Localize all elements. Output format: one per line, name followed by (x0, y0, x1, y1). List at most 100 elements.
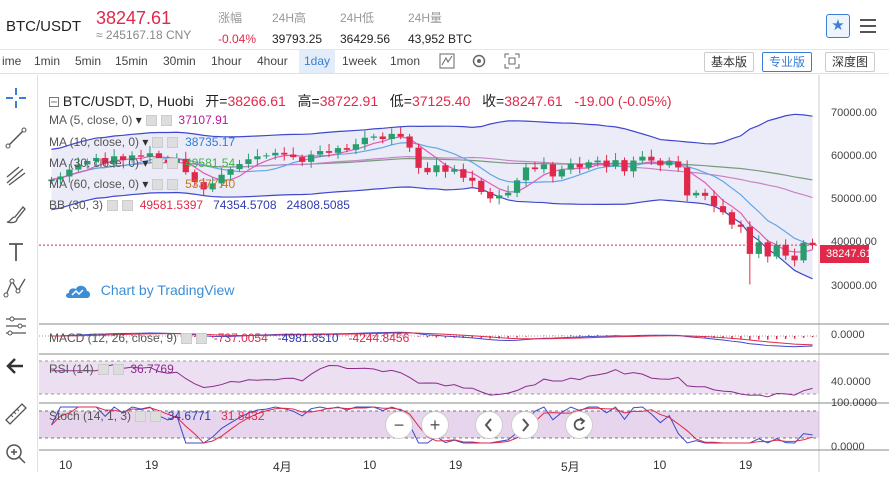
bollinger-band-fill (51, 114, 813, 279)
candle (585, 162, 592, 168)
zoom-in-button[interactable]: + (421, 411, 449, 439)
candle (209, 183, 216, 190)
candle (451, 169, 458, 172)
candle (137, 155, 145, 157)
stat-low: 24H低 36429.56 (340, 11, 391, 46)
zoom-out-button[interactable]: − (385, 411, 413, 439)
candle (710, 195, 718, 207)
candle (316, 151, 324, 155)
candle (809, 242, 816, 246)
candle (531, 167, 539, 170)
candle (737, 224, 745, 227)
interval-4hour[interactable]: 4hour (257, 54, 288, 68)
bollinger-lower-line (51, 186, 813, 280)
candle (146, 153, 154, 157)
candle (200, 182, 207, 190)
candle (487, 191, 494, 199)
candle (603, 160, 610, 167)
pattern-icon[interactable] (3, 275, 29, 301)
stoch-axis-top: 100.0000 (831, 397, 877, 409)
reset-chart-button[interactable] (565, 411, 593, 439)
candle (397, 133, 404, 137)
candle (245, 159, 252, 165)
collapse-icon[interactable] (49, 97, 59, 107)
candle (692, 192, 700, 196)
pitchfork-icon[interactable] (3, 163, 29, 189)
candle (361, 137, 368, 145)
scroll-right-button[interactable] (511, 411, 539, 439)
time-tick: 19 (739, 458, 753, 472)
scroll-left-button[interactable] (475, 411, 503, 439)
text-tool-icon[interactable] (3, 239, 29, 265)
rsi-legend: RSI (14) 36.7769 (49, 362, 174, 376)
crosshair-icon[interactable] (3, 85, 29, 111)
interval-1hour[interactable]: 1hour (211, 54, 242, 68)
candle (281, 152, 288, 155)
favorite-star-icon[interactable]: ★ (826, 14, 850, 38)
indicator-icon[interactable] (438, 53, 456, 71)
view-depth-button[interactable]: 深度图 (825, 52, 876, 72)
candle (800, 242, 807, 261)
zoom-controls: − + (385, 411, 629, 441)
zoom-in-icon[interactable] (3, 441, 29, 467)
candle (433, 165, 440, 173)
brush-icon[interactable] (3, 201, 29, 227)
time-tick: 19 (145, 458, 159, 472)
candle (522, 167, 530, 181)
time-tick: 10 (59, 458, 73, 472)
fullscreen-icon[interactable] (503, 53, 521, 71)
stat-volume: 24H量 43,952 BTC (408, 11, 473, 46)
menu-icon[interactable] (858, 15, 878, 37)
interval-15min[interactable]: 15min (115, 54, 148, 68)
candle (666, 161, 673, 166)
rsi-band (39, 361, 819, 394)
bollinger-upper-line (51, 113, 813, 150)
interval-1min[interactable]: 1min (34, 54, 61, 68)
interval-1mon[interactable]: 1mon (390, 54, 421, 68)
ruler-icon[interactable] (3, 401, 29, 427)
candle (415, 147, 422, 168)
time-tick: 19 (449, 458, 463, 472)
interval-1week[interactable]: 1week (342, 54, 377, 68)
view-pro-button[interactable]: 专业版 (762, 52, 813, 72)
prediction-icon[interactable] (3, 313, 29, 339)
back-arrow-icon[interactable] (3, 353, 29, 379)
candle (272, 152, 279, 156)
trendline-icon[interactable] (3, 125, 29, 151)
time-tick: 10 (363, 458, 377, 472)
candle (469, 177, 476, 181)
chart-area[interactable]: BTC/USDT, D, Huobi 开=38266.61 高=38722.91… (39, 75, 889, 474)
price-tick: 60000.00 (831, 150, 877, 162)
candle (684, 167, 691, 196)
time-tick: 4月 (273, 460, 292, 474)
candle (370, 136, 377, 138)
candle (675, 161, 682, 168)
interval-30min[interactable]: 30min (163, 54, 196, 68)
interval-time[interactable]: ime (2, 54, 22, 68)
candle (621, 160, 628, 172)
view-basic-button[interactable]: 基本版 (704, 52, 755, 72)
candle (728, 212, 736, 225)
drawing-toolbar (0, 75, 38, 472)
ma5-legend: MA (5, close, 0) ▾ 37107.91 (49, 113, 229, 127)
candle (504, 192, 512, 196)
candle (513, 180, 521, 193)
ma60-legend: MA (60, close, 0) ▾ 53377.40 (49, 177, 236, 191)
interval-1day[interactable]: 1day (299, 50, 336, 73)
price-tick: 40000.00 (831, 236, 877, 248)
candle (567, 164, 574, 170)
rsi-axis: 40.0000 (831, 376, 871, 388)
candle (218, 174, 225, 184)
candle (755, 242, 762, 254)
candle (424, 167, 431, 173)
interval-5min[interactable]: 5min (75, 54, 102, 68)
macd-legend: MACD (12, 26, close, 9) -737.0054 -4981.… (49, 331, 410, 345)
price-tick: 30000.00 (831, 280, 877, 292)
macd-signal-line (51, 332, 813, 346)
candle (478, 180, 485, 192)
candle (93, 157, 100, 161)
price-tick: 70000.00 (831, 107, 877, 119)
settings-gear-icon[interactable] (470, 53, 488, 71)
candle (406, 136, 413, 148)
candle (379, 136, 386, 140)
